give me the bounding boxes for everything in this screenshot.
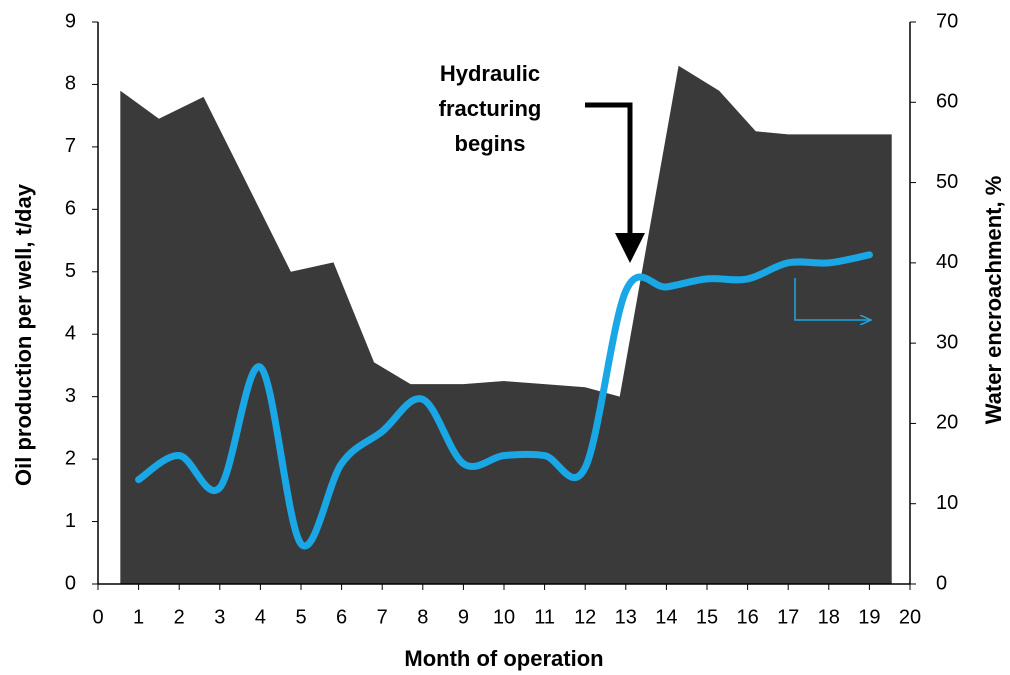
y2-tick-label: 40 [936, 251, 958, 273]
x-tick-label: 20 [899, 606, 921, 628]
y2-tick-label: 10 [936, 492, 958, 514]
y-tick-label: 1 [65, 510, 76, 532]
axis-indicator [794, 278, 870, 320]
x-tick-label: 17 [777, 606, 799, 628]
annotation: fracturing [439, 96, 542, 121]
x-tick-label: 9 [458, 606, 469, 628]
x-tick-label: 7 [377, 606, 388, 628]
y-tick-label: 3 [65, 385, 76, 407]
y-tick-label: 4 [65, 323, 76, 345]
x-axis-title: Month of operation [404, 646, 603, 671]
x-tick-label: 10 [493, 606, 515, 628]
annotation-arrow [585, 102, 645, 263]
y2-axis-title: Water encroachment, % [981, 176, 1006, 425]
y2-tick-label: 20 [936, 412, 958, 434]
x-tick-label: 3 [214, 606, 225, 628]
y-tick-label: 7 [65, 135, 76, 157]
y2-tick-label: 70 [936, 10, 958, 32]
y-tick-label: 6 [65, 198, 76, 220]
x-tick-label: 13 [615, 606, 637, 628]
y-tick-label: 0 [65, 572, 76, 594]
x-tick-label: 4 [255, 606, 266, 628]
y2-tick-label: 0 [936, 572, 947, 594]
x-tick-label: 2 [174, 606, 185, 628]
x-tick-label: 18 [818, 606, 840, 628]
x-tick-label: 14 [655, 606, 677, 628]
y2-tick-label: 50 [936, 171, 958, 193]
x-tick-label: 0 [92, 606, 103, 628]
x-tick-label: 11 [534, 606, 555, 628]
x-tick-label: 15 [696, 606, 718, 628]
area [120, 65, 892, 584]
annotation: Hydraulic [440, 61, 540, 86]
x-tick-label: 19 [858, 606, 880, 628]
x-tick-label: 5 [295, 606, 306, 628]
y2-tick-label: 30 [936, 331, 958, 353]
y-tick-label: 8 [65, 73, 76, 95]
line [135, 251, 873, 550]
x-tick-label: 1 [133, 606, 144, 628]
x-tick-label: 16 [736, 606, 758, 628]
y2-tick-label: 60 [936, 91, 958, 113]
y-axis-title: Oil production per well, t/day [11, 183, 36, 486]
x-tick-label: 6 [336, 606, 347, 628]
annotation: begins [455, 131, 526, 156]
y-tick-label: 9 [65, 10, 76, 32]
x-tick-label: 12 [574, 606, 596, 628]
y-tick-label: 2 [65, 447, 76, 469]
y-tick-label: 5 [65, 260, 76, 282]
x-tick-label: 8 [417, 606, 428, 628]
